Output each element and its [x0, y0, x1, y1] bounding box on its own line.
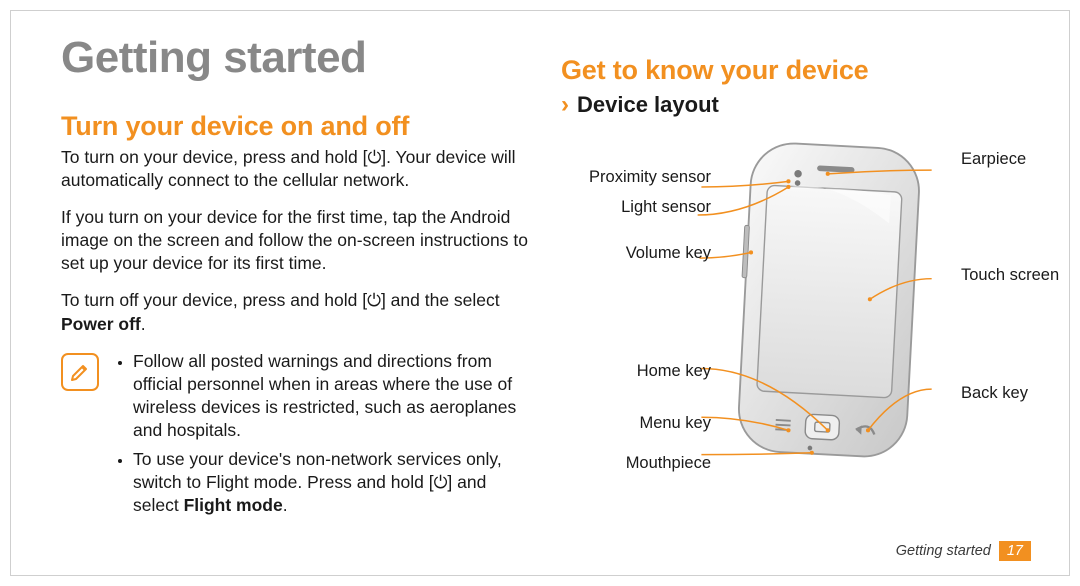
note-list: Follow all posted warnings and direction…: [115, 350, 529, 524]
label-light-sensor: Light sensor: [621, 198, 711, 217]
power-glyph-3: ⏻: [434, 472, 448, 492]
note-item-2: To use your device's non-network service…: [133, 448, 529, 517]
page-footer: Getting started 17: [896, 541, 1031, 561]
paragraph-turn-off: To turn off your device, press and hold …: [61, 289, 529, 335]
page-title: Getting started: [61, 33, 529, 83]
left-column: Getting started Turn your device on and …: [61, 33, 551, 575]
p3-tail: .: [141, 314, 146, 334]
paragraph-turn-on: To turn on your device, press and hold […: [61, 146, 529, 192]
right-column: Get to know your device › Device layout: [551, 33, 1029, 575]
label-back-key: Back key: [961, 384, 1028, 403]
pencil-note-icon: [69, 361, 91, 383]
subheading-device-layout: Device layout: [577, 92, 719, 118]
power-off-bold: Power off: [61, 314, 141, 334]
paragraph-first-time: If you turn on your device for the first…: [61, 206, 529, 275]
p3-a: To turn off your device, press and hold …: [61, 290, 367, 310]
p3-b: ] and the select: [381, 290, 500, 310]
power-glyph-1: ⏻: [367, 147, 381, 167]
chevron-icon: ›: [561, 93, 569, 117]
p1-a: To turn on your device, press and hold [: [61, 147, 367, 167]
footer-page-number: 17: [999, 541, 1031, 561]
note2-tail: .: [283, 495, 288, 515]
label-home-key: Home key: [637, 362, 711, 381]
label-volume-key: Volume key: [626, 244, 711, 263]
subsection-row: › Device layout: [561, 92, 1029, 118]
footer-section: Getting started: [896, 543, 991, 559]
label-menu-key: Menu key: [639, 414, 711, 433]
label-touch-screen: Touch screen: [961, 266, 1059, 285]
section-heading-turn-on-off: Turn your device on and off: [61, 111, 529, 142]
note-item-1: Follow all posted warnings and direction…: [133, 350, 529, 442]
manual-page: Getting started Turn your device on and …: [10, 10, 1070, 576]
flight-mode-bold: Flight mode: [184, 495, 283, 515]
section-heading-know-device: Get to know your device: [561, 55, 1029, 86]
device-diagram: Proximity sensor Light sensor Volume key…: [561, 128, 1029, 508]
label-earpiece: Earpiece: [961, 150, 1026, 169]
power-glyph-2: ⏻: [367, 290, 381, 310]
label-proximity-sensor: Proximity sensor: [589, 168, 711, 187]
note-block: Follow all posted warnings and direction…: [61, 350, 529, 524]
note-icon: [61, 353, 99, 391]
label-mouthpiece: Mouthpiece: [626, 454, 711, 473]
